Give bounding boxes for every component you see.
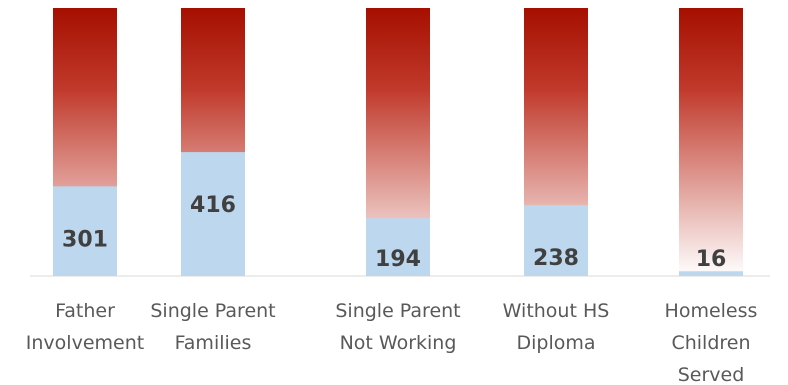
category-label: Involvement [26,332,144,354]
value-bar [524,205,588,276]
category-label: Without HS [503,300,610,322]
value-bar [53,186,117,276]
value-label: 16 [696,247,727,272]
category-label: Families [175,332,252,354]
category-label: Children [671,332,750,354]
value-label: 194 [375,247,421,272]
value-bar [366,218,430,276]
category-label: Served [678,364,745,385]
value-bar [181,152,245,276]
background-bar [679,8,743,276]
value-label: 238 [533,246,579,271]
value-bar [679,271,743,276]
category-label: Not Working [340,332,457,354]
category-label: Father [55,300,115,322]
category-label: Homeless [665,300,758,322]
value-label: 301 [62,227,108,252]
category-label: Diploma [516,332,595,354]
category-label: Single Parent [150,300,275,322]
value-label: 416 [190,193,236,218]
category-label: Single Parent [335,300,460,322]
